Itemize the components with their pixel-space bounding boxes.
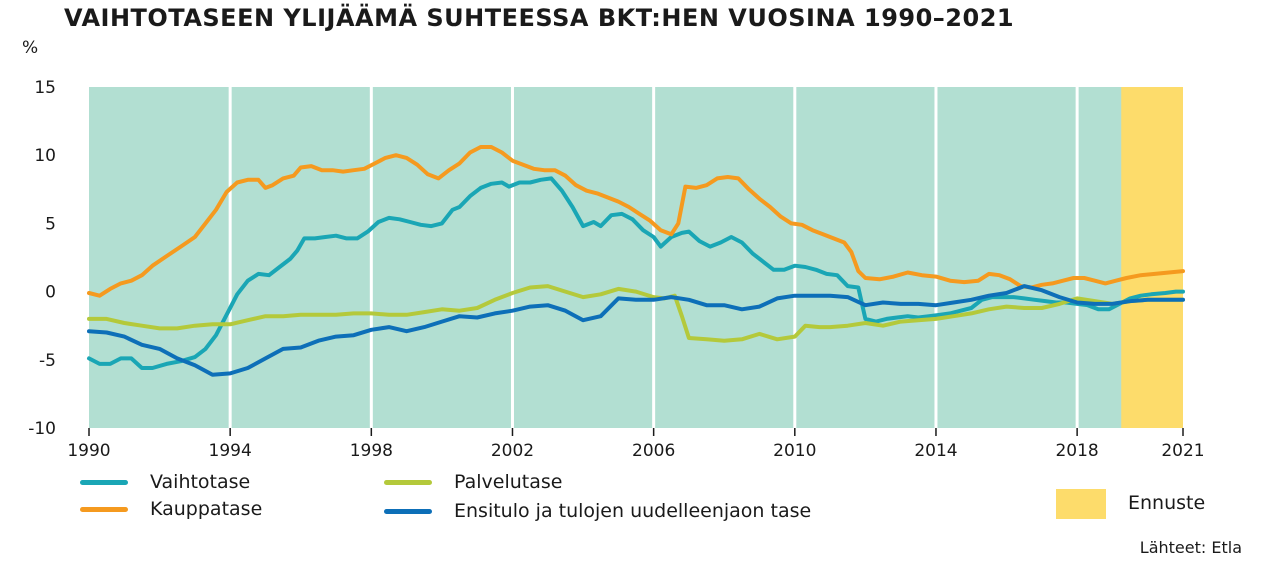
- legend-swatch-vaihtotase: [80, 479, 128, 485]
- x-tick-label-2002: 2002: [491, 441, 534, 461]
- legend-label-ensitulo: Ensitulo ja tulojen uudelleenjaon tase: [454, 500, 812, 522]
- x-tick-label-2010: 2010: [773, 441, 816, 461]
- source-note: Lähteet: Etla: [1139, 538, 1242, 557]
- y-tick-label--10: -10: [28, 419, 56, 439]
- legend-label-ennuste: Ennuste: [1128, 492, 1206, 514]
- x-tick-label-2006: 2006: [632, 441, 675, 461]
- y-tick-label--5: -5: [39, 351, 56, 371]
- series-line-4: [87, 284, 1185, 377]
- x-tick-label-1994: 1994: [209, 441, 252, 461]
- plot-area: [89, 87, 1183, 428]
- x-tick-label-1990: 1990: [67, 441, 110, 461]
- chart-title: VAIHTOTASEEN YLIJÄÄMÄ SUHTEESSA BKT:HEN …: [64, 4, 1015, 32]
- legend-label-palvelutase: Palvelutase: [454, 471, 563, 493]
- series-line-1: [87, 176, 1185, 370]
- legend-label-vaihtotase: Vaihtotase: [150, 471, 251, 493]
- series-line-2: [87, 145, 1185, 298]
- legend-item-kauppatase: Kauppatase: [80, 498, 262, 520]
- legend-swatch-ennuste: [1056, 489, 1106, 519]
- y-tick-label-5: 5: [45, 214, 56, 234]
- x-tick-label-1998: 1998: [350, 441, 393, 461]
- y-tick-label-10: 10: [34, 146, 56, 166]
- legend-item-palvelutase: Palvelutase: [384, 471, 562, 493]
- x-tick-label-2018: 2018: [1055, 441, 1098, 461]
- legend-swatch-palvelutase: [384, 479, 432, 485]
- y-tick-label-15: 15: [34, 78, 56, 98]
- y-tick-label-0: 0: [45, 283, 56, 303]
- x-tick-label-2014: 2014: [914, 441, 957, 461]
- legend-swatch-kauppatase: [80, 506, 128, 512]
- legend-item-vaihtotase: Vaihtotase: [80, 471, 250, 493]
- y-axis-unit-label: %: [22, 38, 39, 58]
- legend-label-kauppatase: Kauppatase: [150, 498, 263, 520]
- legend-item-ensitulo: Ensitulo ja tulojen uudelleenjaon tase: [384, 500, 811, 522]
- x-tick-label-2021: 2021: [1161, 441, 1204, 461]
- legend-swatch-ensitulo: [384, 508, 432, 514]
- forecast-band: [1121, 87, 1183, 428]
